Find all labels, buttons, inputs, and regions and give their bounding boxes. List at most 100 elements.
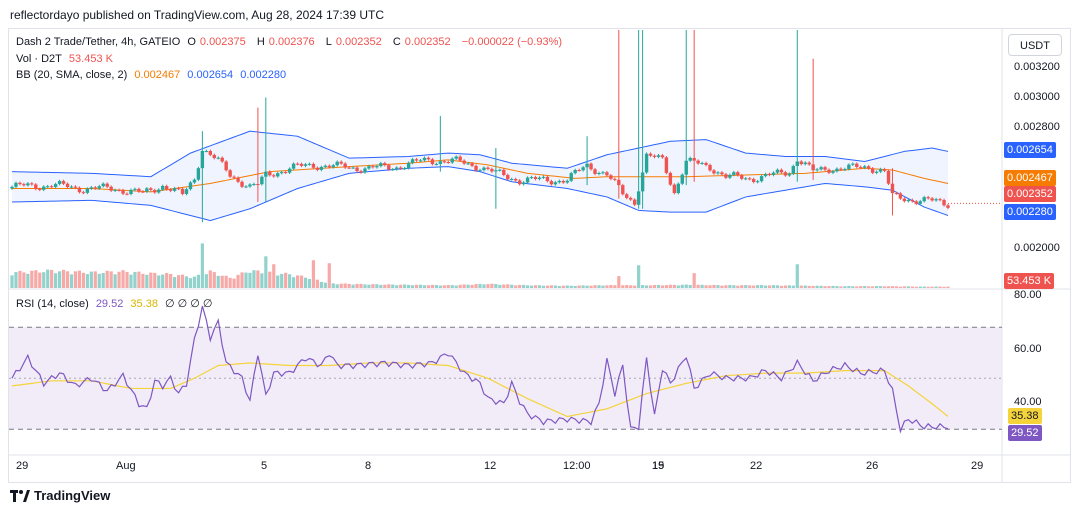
- candle-body: [38, 189, 42, 191]
- volume-bar: [442, 285, 446, 288]
- rsi-label[interactable]: RSI (14, close): [16, 298, 89, 310]
- candle-body: [129, 189, 133, 195]
- volume-bar: [625, 285, 629, 288]
- candle-body: [359, 171, 363, 173]
- candle-body: [684, 160, 688, 175]
- candle-body: [402, 168, 407, 170]
- volume-bar: [232, 278, 236, 288]
- high-value: 0.002376: [268, 36, 315, 48]
- volume-bar: [537, 285, 542, 288]
- candle-body: [644, 153, 649, 173]
- ohlc-legend: Dash 2 Trade/Tether, 4h, GATEIO O 0.00237…: [16, 36, 566, 48]
- volume-bar: [375, 284, 379, 288]
- candle-body: [704, 162, 708, 165]
- volume-bar: [819, 285, 823, 288]
- volume-bar: [252, 270, 256, 288]
- bb-lower-value: 0.002280: [240, 69, 287, 81]
- volume-bar: [407, 284, 411, 288]
- candle-body: [430, 159, 435, 165]
- candle-body: [299, 163, 304, 166]
- candle-body: [327, 165, 331, 168]
- candle-body: [18, 182, 22, 185]
- candle-body: [470, 163, 474, 166]
- candle-body: [157, 189, 161, 193]
- candle-body: [192, 179, 197, 183]
- volume-bar: [926, 286, 930, 288]
- volume-label[interactable]: Vol · D2T: [16, 53, 62, 65]
- volume-bar: [506, 284, 510, 288]
- candle-body: [486, 167, 490, 169]
- candle-body: [30, 183, 34, 185]
- candle-body: [922, 197, 926, 202]
- volume-bar: [914, 286, 918, 288]
- candle-body: [216, 157, 220, 159]
- volume-bar: [744, 285, 748, 288]
- close-label: C: [392, 36, 401, 48]
- symbol-title[interactable]: Dash 2 Trade/Tether, 4h, GATEIO: [16, 36, 181, 48]
- bb-label[interactable]: BB (20, SMA, close, 2): [16, 69, 128, 81]
- volume-bar: [141, 273, 145, 288]
- price-tick: 0.003200: [1014, 61, 1060, 73]
- candle-body: [946, 205, 950, 208]
- volume-bar: [882, 286, 887, 288]
- volume-bar: [843, 286, 847, 288]
- candle-body: [335, 161, 339, 166]
- candle-body: [648, 153, 653, 156]
- candle-body: [779, 169, 784, 173]
- candle-body: [442, 161, 447, 163]
- volume-bar: [34, 270, 38, 288]
- candle-body: [878, 169, 883, 172]
- candle-body: [890, 183, 895, 194]
- volume-bar: [641, 285, 645, 288]
- candle-body: [549, 181, 554, 185]
- volume-bar: [169, 273, 173, 288]
- rsi-ma-badge: 35.38: [1008, 408, 1042, 424]
- volume-bar: [50, 269, 54, 288]
- candle-body: [53, 184, 58, 188]
- time-tick: 5: [261, 460, 268, 472]
- candle-body: [482, 167, 486, 171]
- tradingview-logo[interactable]: TradingView: [10, 488, 110, 503]
- currency-button[interactable]: USDT: [1008, 34, 1062, 56]
- volume-bar: [922, 286, 926, 288]
- volume-bar: [593, 285, 597, 288]
- volume-bar: [585, 285, 589, 288]
- volume-bar: [696, 284, 700, 288]
- candle-body: [307, 163, 312, 165]
- candle-body: [331, 165, 335, 168]
- rsi-tick: 60.00: [1014, 343, 1042, 355]
- candle-body: [272, 175, 276, 177]
- volume-bar: [97, 273, 101, 288]
- volume-bar: [938, 286, 942, 288]
- volume-bar: [652, 284, 657, 288]
- volume-bar: [613, 285, 617, 288]
- volume-bar: [855, 286, 859, 288]
- candle-body: [69, 186, 74, 188]
- volume-bar: [161, 274, 165, 288]
- candle-body: [755, 181, 760, 183]
- high-label: H: [256, 36, 265, 48]
- candle-body: [882, 169, 887, 171]
- change-value: −0.000022 (−0.93%): [461, 36, 563, 48]
- volume-bar: [629, 285, 633, 288]
- candle-body: [744, 178, 748, 180]
- volume-bar: [57, 271, 62, 288]
- volume-bar: [934, 286, 938, 288]
- candle-body: [585, 163, 589, 168]
- volume-bar: [807, 285, 811, 288]
- volume-bar: [157, 275, 161, 288]
- candle-body: [279, 172, 284, 174]
- volume-bar: [101, 273, 105, 288]
- candle-body: [656, 155, 661, 157]
- candle-body: [176, 188, 181, 190]
- rsi-tick: 80.00: [1014, 289, 1042, 301]
- candle-body: [569, 173, 573, 181]
- candle-body: [747, 178, 752, 180]
- candle-body: [77, 187, 82, 193]
- candle-body: [228, 170, 232, 177]
- candle-body: [696, 160, 700, 164]
- volume-bar: [637, 265, 641, 288]
- volume-bar: [902, 286, 906, 288]
- candle-body: [632, 199, 637, 205]
